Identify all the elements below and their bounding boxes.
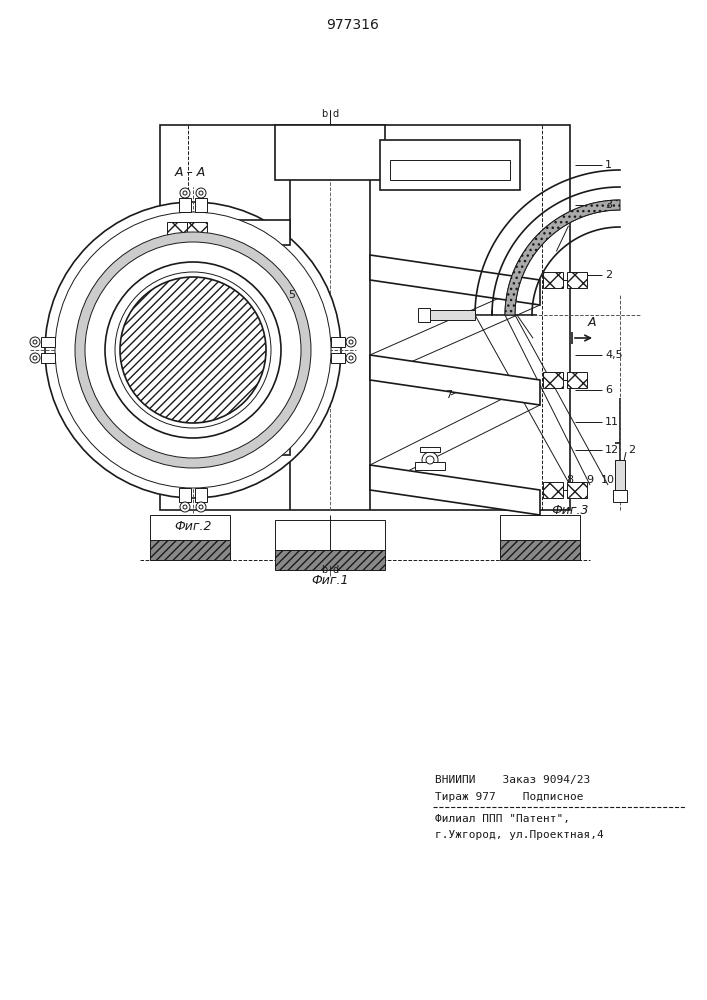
- Text: 7: 7: [445, 390, 452, 400]
- Text: г.Ужгород, ул.Проектная,4: г.Ужгород, ул.Проектная,4: [435, 830, 604, 840]
- Circle shape: [199, 191, 203, 195]
- Text: Филиал ППП "Патент",: Филиал ППП "Патент",: [435, 814, 570, 824]
- Text: Фиг.3: Фиг.3: [551, 504, 589, 516]
- Bar: [331, 353, 345, 363]
- Bar: [187, 322, 207, 338]
- Bar: [420, 447, 440, 452]
- Text: 2: 2: [628, 445, 635, 455]
- Circle shape: [346, 337, 356, 347]
- Bar: [380, 140, 520, 190]
- Circle shape: [105, 262, 281, 438]
- Circle shape: [183, 191, 187, 195]
- Text: А: А: [126, 316, 134, 329]
- Circle shape: [33, 356, 37, 360]
- Circle shape: [115, 272, 271, 428]
- Text: 4,5: 4,5: [605, 350, 623, 360]
- Text: ВНИИПИ    Заказ 9094/23: ВНИИПИ Заказ 9094/23: [435, 775, 590, 785]
- Circle shape: [30, 353, 40, 363]
- Circle shape: [75, 232, 311, 468]
- Circle shape: [196, 502, 206, 512]
- Text: 6: 6: [605, 385, 612, 395]
- Text: 8: 8: [566, 475, 573, 485]
- Bar: [415, 462, 445, 470]
- Bar: [187, 222, 207, 238]
- Polygon shape: [190, 220, 290, 245]
- Bar: [418, 308, 430, 322]
- Bar: [500, 515, 580, 540]
- Circle shape: [85, 242, 301, 458]
- Text: 977316: 977316: [327, 18, 380, 32]
- Circle shape: [346, 353, 356, 363]
- Text: |: |: [328, 109, 332, 119]
- Polygon shape: [190, 430, 290, 455]
- Bar: [179, 488, 191, 502]
- Polygon shape: [370, 355, 540, 405]
- Bar: [167, 322, 187, 338]
- Bar: [390, 160, 510, 180]
- Circle shape: [426, 456, 434, 464]
- Text: 11: 11: [605, 417, 619, 427]
- Bar: [275, 520, 385, 550]
- Bar: [41, 337, 55, 347]
- Text: b: b: [321, 109, 327, 119]
- Polygon shape: [505, 200, 620, 315]
- Bar: [567, 482, 587, 498]
- Circle shape: [45, 202, 341, 498]
- Bar: [543, 482, 563, 498]
- Bar: [500, 540, 580, 560]
- Bar: [195, 488, 207, 502]
- Circle shape: [33, 340, 37, 344]
- Text: |: |: [328, 565, 332, 576]
- Text: Фиг.1: Фиг.1: [311, 574, 349, 586]
- Bar: [167, 432, 187, 448]
- Circle shape: [180, 502, 190, 512]
- Bar: [543, 372, 563, 388]
- Bar: [615, 460, 625, 490]
- Circle shape: [349, 340, 353, 344]
- Bar: [613, 490, 627, 502]
- Circle shape: [349, 356, 353, 360]
- Text: А: А: [588, 316, 596, 329]
- Polygon shape: [370, 465, 540, 515]
- Text: Фиг.2: Фиг.2: [174, 520, 212, 532]
- Text: 1: 1: [605, 160, 612, 170]
- Text: 5: 5: [288, 290, 295, 300]
- Bar: [430, 310, 475, 320]
- Bar: [167, 222, 187, 238]
- Text: 12: 12: [605, 445, 619, 455]
- Text: d: d: [333, 565, 339, 575]
- Bar: [41, 353, 55, 363]
- Bar: [275, 550, 385, 570]
- Bar: [543, 272, 563, 288]
- Text: А – А: А – А: [175, 165, 206, 178]
- Bar: [567, 272, 587, 288]
- Polygon shape: [370, 255, 540, 305]
- Bar: [179, 198, 191, 212]
- Text: 2: 2: [605, 270, 612, 280]
- Bar: [150, 515, 230, 540]
- Bar: [187, 432, 207, 448]
- Circle shape: [30, 337, 40, 347]
- Text: d: d: [333, 109, 339, 119]
- Text: 3: 3: [605, 200, 612, 210]
- Circle shape: [422, 452, 438, 468]
- Circle shape: [196, 188, 206, 198]
- Text: b: b: [321, 565, 327, 575]
- Polygon shape: [190, 320, 290, 345]
- Circle shape: [199, 505, 203, 509]
- Circle shape: [55, 212, 331, 488]
- Bar: [331, 337, 345, 347]
- Circle shape: [183, 505, 187, 509]
- Bar: [195, 198, 207, 212]
- Bar: [275, 125, 385, 180]
- Text: Тираж 977    Подписное: Тираж 977 Подписное: [435, 792, 583, 802]
- Bar: [567, 372, 587, 388]
- Text: 9: 9: [586, 475, 594, 485]
- Bar: [160, 125, 570, 510]
- Circle shape: [120, 277, 266, 423]
- Text: 10: 10: [601, 475, 615, 485]
- Bar: [150, 540, 230, 560]
- Circle shape: [180, 188, 190, 198]
